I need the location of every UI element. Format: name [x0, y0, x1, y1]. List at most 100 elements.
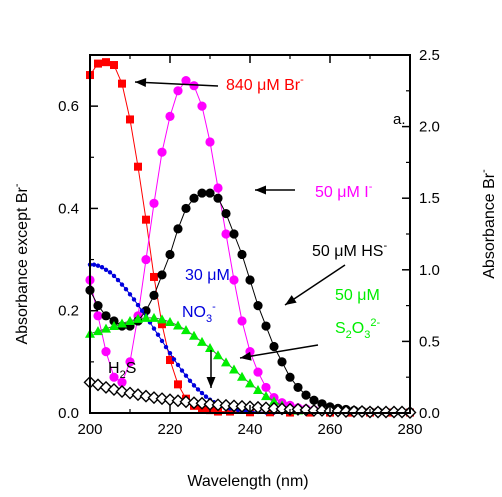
data-point-circle [165, 249, 175, 260]
data-point-circle [229, 229, 239, 239]
data-point-square [174, 380, 182, 389]
data-point-triangle [261, 391, 271, 401]
annotation-arrow-head [285, 295, 297, 305]
annotation-no3_a: 30 μM [185, 267, 230, 284]
y-left-tick-label: 0.4 [58, 200, 79, 217]
data-point-circle [317, 399, 327, 409]
annotation-s2o3_b: S2O32- [335, 317, 380, 341]
data-point-circle [197, 188, 207, 198]
data-point-square [126, 115, 134, 124]
annotation-s2o3_a: 50 μM [335, 287, 380, 304]
y-right-tick-label: 1.5 [419, 190, 440, 207]
data-point-dot [103, 267, 109, 272]
annotation-arrow-shaft [134, 81, 219, 87]
data-point-circle [213, 183, 223, 193]
y-left-tick-label: 0.2 [58, 303, 79, 320]
data-point-triangle [269, 396, 279, 406]
data-point-triangle [101, 323, 111, 333]
y-right-axis-title: Absorbance Br- [478, 169, 498, 279]
data-point-dot [91, 262, 97, 267]
data-point-dot [131, 297, 137, 302]
data-point-circle [189, 81, 199, 91]
data-point-diamond [155, 392, 169, 406]
annotation-part: NO [182, 304, 206, 321]
data-point-dot [139, 308, 145, 313]
data-point-circle [181, 203, 191, 214]
data-point-circle [253, 301, 263, 311]
data-point-triangle [165, 316, 175, 326]
data-point-triangle [149, 312, 159, 322]
annotation-no3_b: NO3- [182, 301, 216, 325]
annotation-part: 50 μM [335, 287, 380, 304]
data-point-circle [285, 372, 295, 382]
data-point-square [94, 59, 102, 68]
annotation-part: 30 μM [185, 267, 230, 284]
data-point-circle [101, 311, 111, 321]
data-point-circle [109, 316, 119, 326]
data-point-dot [191, 383, 197, 388]
data-point-circle [277, 357, 287, 367]
annotation-part: 3 [206, 313, 212, 325]
annotation-arrow-head [255, 185, 266, 195]
annotation-part: S [126, 360, 137, 377]
data-point-dot [127, 292, 133, 297]
data-point-circle [213, 193, 223, 203]
annotation-arrow-head [240, 351, 252, 361]
data-point-dot [163, 344, 169, 350]
series-group-5 [83, 375, 417, 419]
data-point-dot [111, 273, 117, 279]
annotation-part: S [335, 320, 346, 337]
annotation-part: 2- [370, 317, 380, 329]
data-point-dot [171, 357, 177, 362]
data-point-dot [123, 287, 129, 292]
data-point-circle [117, 377, 127, 387]
data-point-circle [189, 193, 199, 203]
data-point-circle [93, 311, 103, 321]
annotation-arrow-head [206, 377, 216, 388]
data-point-dot [187, 378, 193, 383]
annotation-arrow-shaft [284, 264, 346, 306]
data-point-triangle [125, 315, 135, 325]
data-point-circle [301, 390, 311, 400]
data-point-triangle [181, 325, 191, 335]
data-point-circle [309, 395, 319, 405]
annotation-part: O [352, 320, 364, 337]
data-point-circle [149, 290, 159, 300]
data-point-circle [173, 86, 183, 96]
data-point-diamond [195, 396, 209, 410]
x-tick-label: 220 [157, 421, 182, 438]
data-point-circle [253, 367, 263, 377]
y-left-axis-title: Absorbance except Br- [11, 183, 31, 344]
data-point-square [158, 320, 166, 329]
data-point-triangle [213, 350, 223, 360]
data-point-circle [181, 75, 191, 86]
annotation-part: 3 [364, 329, 370, 341]
data-point-diamond [171, 394, 185, 408]
data-point-dot [195, 387, 201, 392]
y-left-tick-label: 0.0 [58, 405, 79, 422]
data-point-dot [151, 326, 157, 331]
data-point-circle [173, 224, 183, 234]
data-point-dot [167, 350, 173, 356]
data-point-dot [135, 302, 141, 308]
y-left-axis-title-sup: - [11, 183, 23, 187]
data-point-dot [119, 282, 125, 287]
data-point-square [102, 58, 110, 67]
annotation-arrow-shaft [239, 344, 319, 359]
annotation-part: 840 μM Br [226, 77, 301, 94]
data-point-circle [237, 249, 247, 260]
x-tick-label: 240 [237, 421, 262, 438]
data-point-dot [95, 263, 101, 268]
annotation-part: H [108, 360, 120, 377]
data-point-diamond [235, 399, 249, 413]
y-right-tick-label: 1.0 [419, 262, 440, 279]
data-point-square [166, 356, 174, 365]
data-point-circle [245, 275, 255, 285]
data-point-dot [199, 390, 205, 396]
data-point-triangle [245, 378, 255, 388]
data-point-circle [165, 111, 175, 121]
data-point-square [142, 215, 150, 224]
annotation-hs: 50 μM HS- [312, 240, 387, 260]
data-point-circle [157, 147, 167, 157]
y-right-tick-label: 2.5 [419, 47, 440, 64]
